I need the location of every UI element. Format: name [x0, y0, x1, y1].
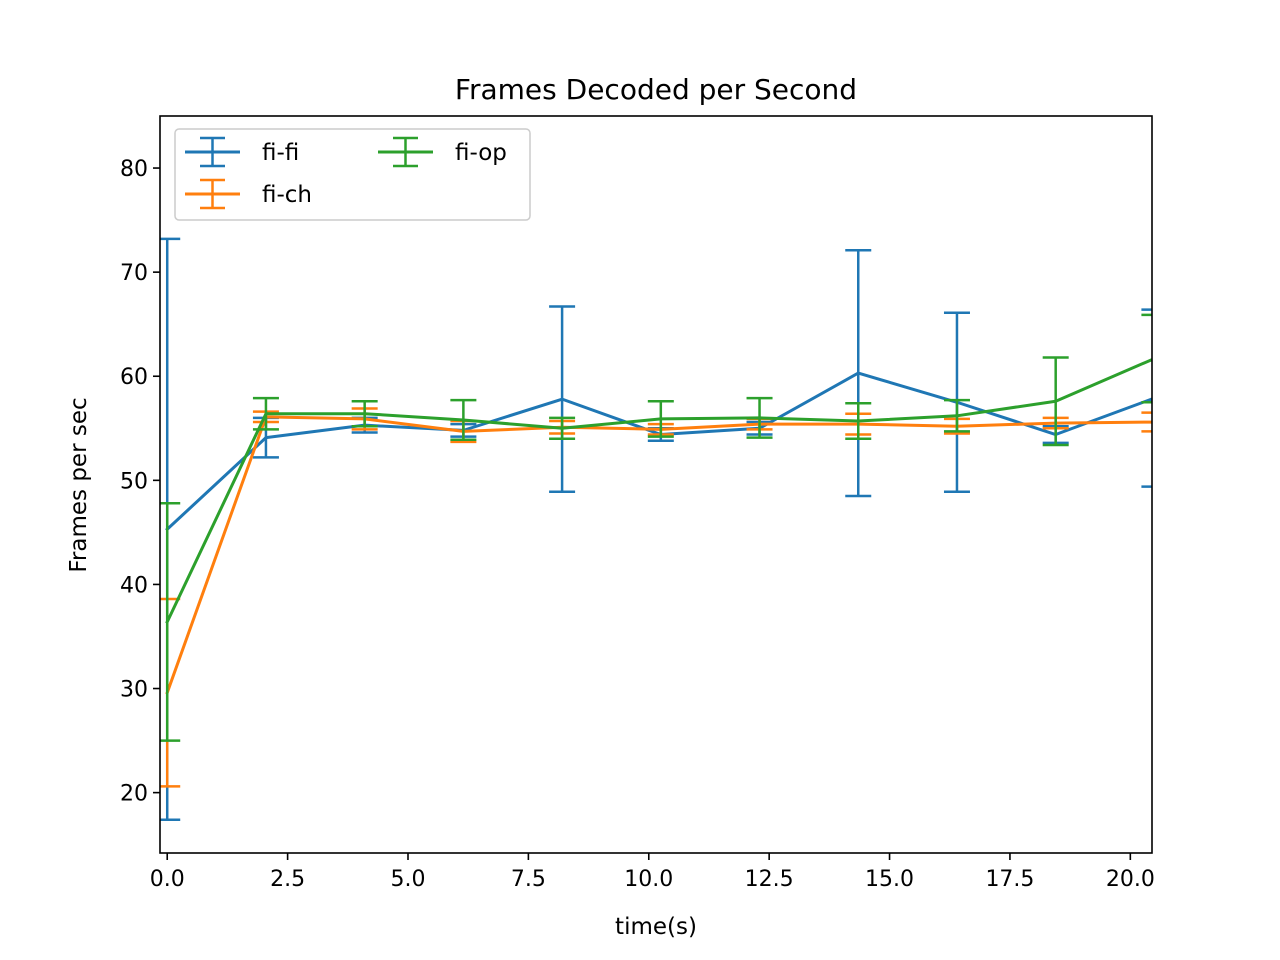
- error-bar-fi-op: [160, 501, 181, 742]
- chart-title: Frames Decoded per Second: [455, 73, 857, 106]
- error-bar-fi-op: [647, 399, 674, 438]
- legend-label: fi-op: [455, 140, 507, 166]
- error-bar-fi-fi: [1141, 308, 1152, 488]
- series-fi-op: [160, 313, 1152, 742]
- legend-entry-fi-ch: fi-ch: [185, 178, 312, 210]
- y-axis: 20 30 40 50 60 70 80: [120, 157, 160, 807]
- x-tick-label: 0.0: [150, 867, 185, 892]
- x-tick-label: 12.5: [745, 867, 794, 892]
- legend-entry-fi-op: fi-op: [378, 136, 507, 168]
- error-bar-fi-op: [746, 396, 773, 439]
- x-tick-label: 17.5: [985, 867, 1034, 892]
- legend-label: fi-ch: [262, 182, 312, 208]
- y-tick-label: 30: [120, 678, 148, 703]
- error-bar-fi-op: [549, 416, 576, 440]
- y-tick-label: 70: [120, 261, 148, 286]
- legend: fi-fi fi-ch fi-op: [174, 128, 531, 221]
- error-bar-fi-op: [252, 396, 279, 431]
- data-layer: [160, 237, 1152, 821]
- legend-entry-fi-fi: fi-fi: [185, 136, 299, 168]
- x-tick-label: 2.5: [270, 867, 305, 892]
- legend-label: fi-fi: [262, 140, 299, 166]
- error-bar-fi-op: [351, 399, 378, 428]
- legend-frame: [174, 128, 531, 221]
- plot-frame: [159, 115, 1153, 854]
- y-tick-label: 50: [120, 469, 148, 494]
- y-tick-label: 80: [120, 157, 148, 182]
- x-tick-label: 10.0: [624, 867, 673, 892]
- y-tick-label: 40: [120, 573, 148, 598]
- y-axis-label: Frames per sec: [66, 397, 92, 572]
- error-bar-fi-ch: [1141, 411, 1152, 433]
- x-tick-label: 5.0: [391, 867, 426, 892]
- y-tick-label: 60: [120, 365, 148, 390]
- error-bar-fi-op: [1141, 313, 1152, 404]
- plot-area: [160, 116, 1152, 853]
- error-bar-fi-fi: [549, 305, 576, 494]
- x-axis: 0.0 2.5 5.0 7.5 10.0 12.5 15.0 17.5 20.0: [150, 853, 1155, 892]
- error-bar-fi-op: [943, 398, 970, 433]
- error-bar-fi-fi: [845, 249, 872, 498]
- x-tick-label: 7.5: [511, 867, 546, 892]
- error-bar-fi-op: [450, 398, 477, 441]
- error-bar-fi-op: [1042, 356, 1069, 447]
- error-bar-fi-op: [845, 402, 872, 440]
- x-tick-label: 20.0: [1106, 867, 1155, 892]
- x-tick-label: 15.0: [865, 867, 914, 892]
- y-tick-label: 20: [120, 782, 148, 807]
- x-axis-label: time(s): [615, 914, 697, 940]
